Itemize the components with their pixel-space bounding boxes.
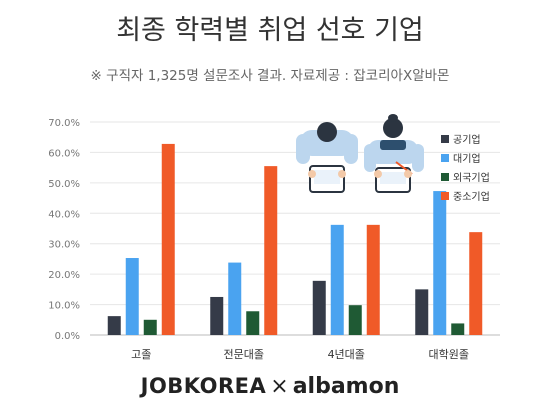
brand-separator: × (270, 374, 289, 399)
chart-title: 최종 학력별 취업 선호 기업 (116, 15, 424, 46)
bar-4-1 (161, 143, 175, 335)
y-tick-label: 60.0% (48, 148, 80, 159)
y-tick-label: 30.0% (48, 240, 80, 251)
legend-swatch (441, 192, 449, 200)
x-tick-label: 대학원졸 (429, 348, 469, 361)
legend-label: 공기업 (453, 133, 481, 146)
bar-3-4 (451, 323, 465, 335)
bar-2-1 (125, 258, 139, 335)
bar-1-1 (107, 316, 121, 335)
bar-4-2 (264, 166, 278, 335)
legend-swatch (441, 135, 449, 143)
y-tick-label: 50.0% (48, 179, 80, 190)
bar-1-2 (210, 296, 224, 335)
y-tick-label: 70.0% (48, 118, 80, 129)
bar-2-2 (228, 262, 242, 335)
x-tick-label: 고졸 (131, 348, 151, 361)
y-tick-label: 0.0% (55, 331, 80, 342)
legend-label: 대기업 (453, 152, 481, 165)
x-tick-label: 전문대졸 (224, 348, 264, 361)
bar-2-3 (330, 224, 344, 335)
bar-3-2 (246, 311, 260, 335)
bar-3-3 (348, 305, 362, 335)
legend-swatch (441, 173, 449, 181)
legend-swatch (441, 154, 449, 162)
bar-3-1 (143, 319, 157, 335)
bar-1-4 (415, 289, 429, 335)
y-tick-label: 40.0% (48, 209, 80, 220)
chart-subtitle: ※ 구직자 1,325명 설문조사 결과. 자료제공 : 잡코리아X알바몬 (90, 68, 450, 84)
bar-4-3 (366, 224, 380, 335)
y-tick-label: 20.0% (48, 270, 80, 281)
albamon-logo: albamon (292, 374, 400, 399)
x-tick-label: 4년대졸 (328, 348, 365, 361)
legend-label: 외국기업 (453, 171, 490, 184)
illustration-people-with-tablets (296, 114, 424, 193)
bar-1-3 (312, 280, 326, 335)
legend-label: 중소기업 (453, 190, 490, 203)
bar-4-4 (469, 232, 483, 335)
bar-2-4 (433, 191, 447, 335)
footer-brands: JOBKOREA × albamon (0, 374, 540, 408)
y-tick-label: 10.0% (48, 301, 80, 312)
jobkorea-logo: JOBKOREA (140, 374, 267, 398)
